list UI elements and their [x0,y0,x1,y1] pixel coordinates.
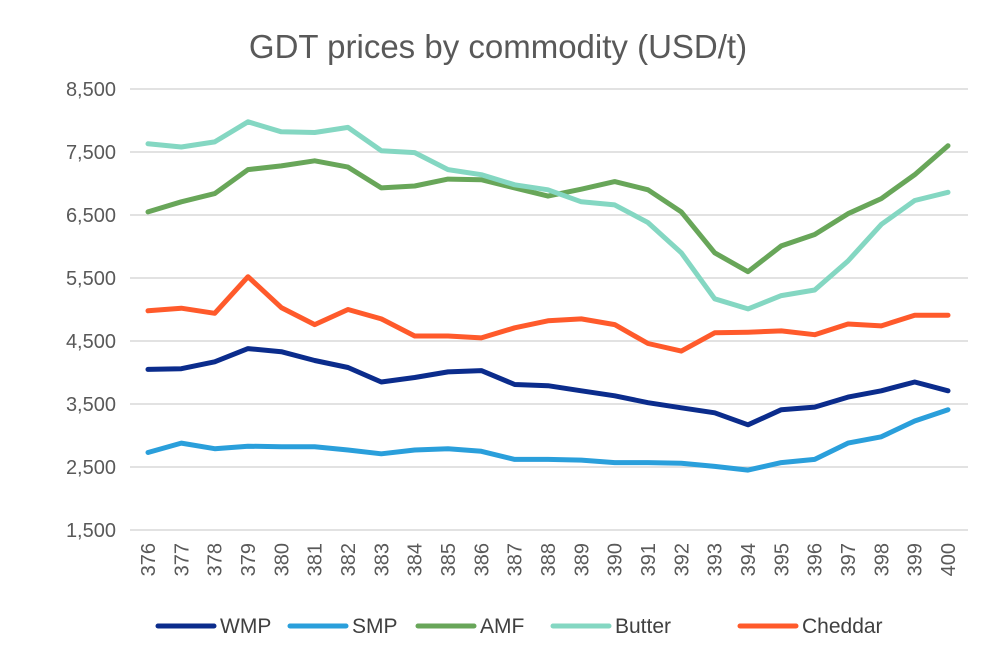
y-tick-label: 1,500 [66,520,116,542]
series-line-butter [145,119,951,312]
x-tick-label: 394 [738,543,760,576]
gridlines [130,88,968,531]
x-tick-label: 379 [238,543,260,576]
series-line-cheddar [145,274,951,354]
legend-item-amf: AMF [415,615,524,638]
x-tick-label: 396 [805,543,827,576]
x-tick-label: 398 [871,543,893,576]
x-tick-label: 387 [505,543,527,576]
x-tick-label: 383 [371,543,393,576]
x-tick-label: 392 [671,543,693,576]
x-tick-label: 385 [438,543,460,576]
legend: WMP SMP AMF Butter Cheddar [155,615,883,638]
legend-item-smp: SMP [287,615,398,638]
x-tick-label: 389 [571,543,593,576]
x-tick-label: 381 [305,543,327,576]
legend-item-wmp: WMP [155,615,271,638]
x-tick-label: 400 [938,543,960,576]
legend-label: AMF [480,615,524,638]
x-tick-label: 377 [171,543,193,576]
x-tick-label: 376 [138,543,160,576]
x-tick-label: 390 [605,543,627,576]
legend-item-butter: Butter [550,615,671,638]
x-axis: 376 377 378 379 380 381 382 383 384 385 386 387 388 3… [138,543,960,576]
y-tick-label: 7,500 [66,142,116,164]
legend-item-cheddar: Cheddar [737,615,883,638]
legend-label: Butter [615,615,671,638]
x-tick-label: 378 [205,543,227,576]
x-tick-label: 399 [905,543,927,576]
chart-title: GDT prices by commodity (USD/t) [249,28,747,65]
series-line-wmp [145,346,951,428]
x-tick-label: 386 [471,543,493,576]
y-axis: 1,500 2,500 3,500 4,500 5,500 6,500 7,500 8,500 [66,79,116,542]
y-tick-label: 4,500 [66,331,116,353]
y-tick-label: 5,500 [66,268,116,290]
legend-label: Cheddar [802,615,883,638]
x-tick-label: 384 [405,543,427,576]
y-tick-label: 2,500 [66,457,116,479]
y-tick-label: 3,500 [66,394,116,416]
x-tick-label: 393 [705,543,727,576]
x-tick-label: 380 [271,543,293,576]
legend-label: WMP [220,615,271,638]
y-tick-label: 8,500 [66,79,116,101]
series-line-smp [145,407,951,473]
legend-label: SMP [352,615,398,638]
series-line-amf [145,143,951,275]
x-tick-label: 388 [538,543,560,576]
y-tick-label: 6,500 [66,205,116,227]
x-tick-label: 382 [338,543,360,576]
series-lines [145,119,951,473]
x-tick-label: 397 [838,543,860,576]
x-tick-label: 391 [638,543,660,576]
x-tick-label: 395 [771,543,793,576]
